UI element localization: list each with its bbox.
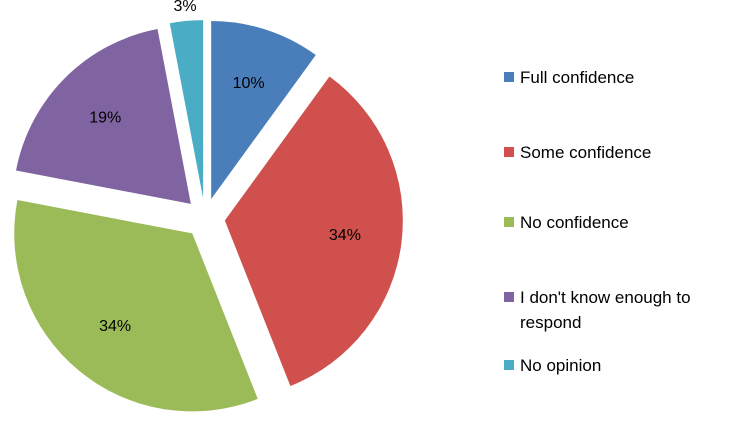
pie-slice [169,20,204,199]
legend-label: No confidence [520,213,629,232]
data-label: 34% [329,227,361,244]
pie-slice [224,76,403,387]
legend-swatch [504,217,514,227]
legend-label: I don't know enough to respond [520,288,691,332]
legend-label: Full confidence [520,68,635,87]
legend-label: No opinion [520,356,602,375]
pie-area: 10% 34% 34% 19% 3% [14,0,403,412]
data-label: 19% [89,109,121,126]
legend-item: No opinion [500,353,740,378]
legend-swatch [504,147,514,157]
pie-slice [16,29,191,204]
pie-slice [14,200,258,412]
data-label: 34% [99,318,131,335]
legend-item: I don't know enough to respond [500,285,740,335]
legend-item: Some confidence [500,140,740,165]
pie-slice [211,20,316,199]
legend-swatch [504,72,514,82]
legend-swatch [504,292,514,302]
legend-item: No confidence [500,210,740,235]
data-label: 10% [233,75,265,92]
legend-item: Full confidence [500,65,740,90]
legend: Full confidence Some confidence No confide… [500,0,740,423]
legend-label: Some confidence [520,143,652,162]
data-label: 3% [173,0,196,15]
legend-swatch [504,360,514,370]
